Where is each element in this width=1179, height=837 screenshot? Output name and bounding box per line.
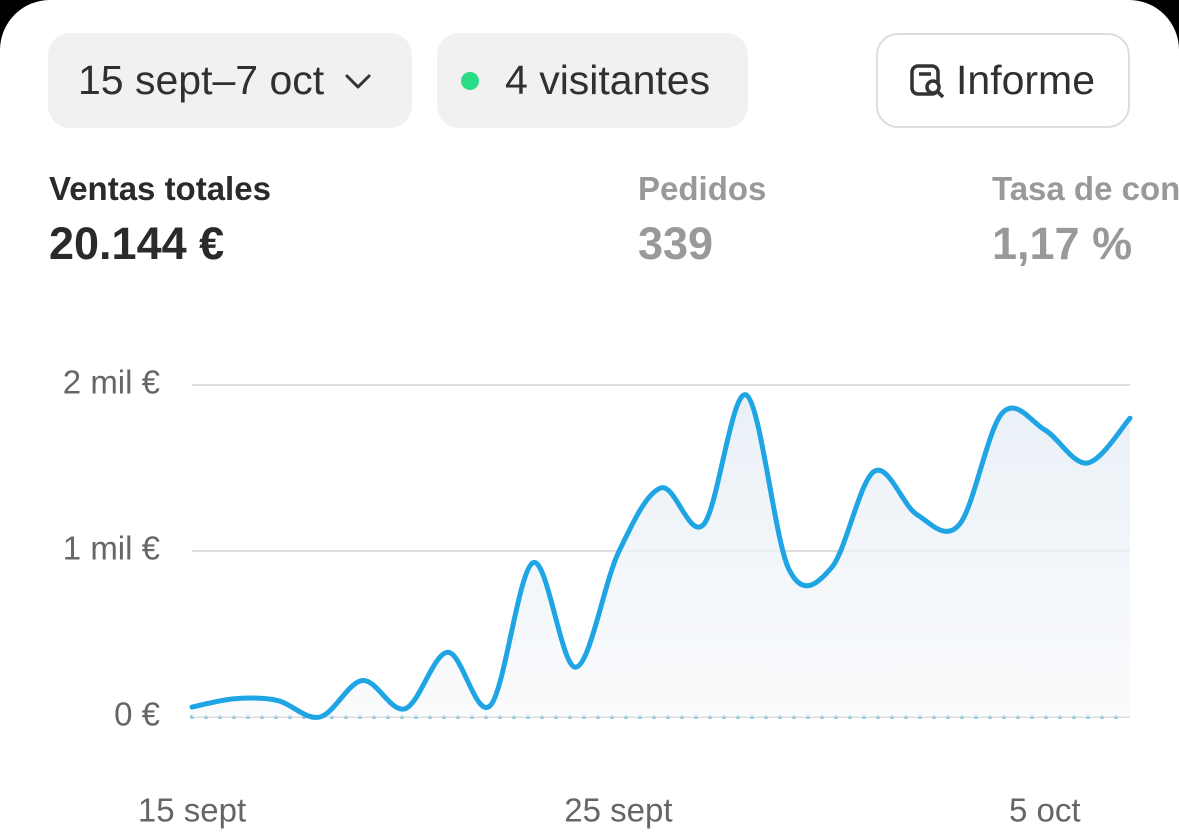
metric-label: Ventas totales <box>49 170 271 207</box>
x-tick-label: 15 sept <box>138 792 246 829</box>
date-range: 15 sept–7 oct <box>78 57 325 103</box>
x-tick-label: 5 oct <box>1009 792 1081 829</box>
chevron-icon <box>345 74 371 88</box>
metric-label: Pedidos <box>638 170 767 207</box>
x-tick-label: 25 sept <box>564 792 672 829</box>
metric-value: 339 <box>638 218 714 269</box>
y-tick-label: 0 € <box>114 696 160 733</box>
y-tick-label: 2 mil € <box>63 364 160 401</box>
report: Informe <box>956 57 1095 103</box>
date-range-button[interactable]: 15 sept–7 oct <box>48 33 412 128</box>
metric[interactable]: Pedidos 339 <box>638 170 766 270</box>
report-button[interactable]: Informe <box>876 33 1130 128</box>
metric[interactable]: Tasa de conversión 1,17 % <box>992 170 1179 270</box>
line <box>189 392 1133 720</box>
metric-value: 20.144 € <box>49 218 225 269</box>
visitors-button[interactable]: 4 visitantes <box>437 33 748 128</box>
status-dot <box>461 71 479 90</box>
y-tick-label: 1 mil € <box>63 530 160 567</box>
visitors: 4 visitantes <box>505 57 711 103</box>
report-icon <box>910 63 945 98</box>
area <box>192 394 1130 718</box>
metric-label: Tasa de conversión <box>992 170 1179 207</box>
metric[interactable]: Ventas totales 20.144 € <box>49 170 271 270</box>
metric-value: 1,17 % <box>992 218 1133 269</box>
